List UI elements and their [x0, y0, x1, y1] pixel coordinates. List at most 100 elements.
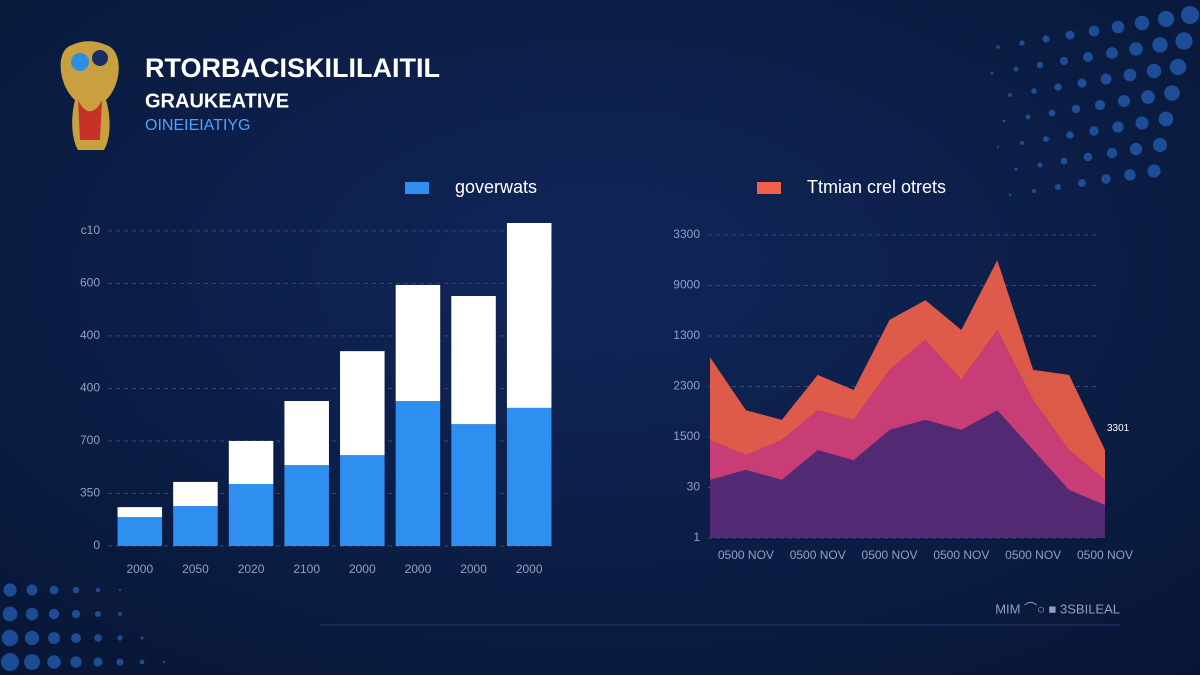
dot [1025, 114, 1031, 120]
dot [1112, 121, 1124, 133]
bar [506, 223, 552, 408]
bar [506, 407, 552, 546]
x-tick-label: 2100 [293, 562, 320, 576]
dot [1042, 35, 1050, 43]
x-tick-label: 0500 NOV [1077, 548, 1133, 562]
dot [1134, 15, 1150, 31]
bar [117, 507, 163, 518]
bar [395, 401, 441, 546]
y-tick-label: 1 [693, 530, 700, 544]
dot [1031, 88, 1037, 94]
dot [1089, 126, 1099, 136]
dot [1175, 32, 1193, 50]
dot [95, 611, 101, 617]
x-tick-label: 0500 NOV [1005, 548, 1061, 562]
bar [340, 351, 385, 456]
area [710, 329, 1105, 506]
footer: MIM ⌒○ ■ 3SBILEAL [995, 601, 1120, 616]
dot [1147, 164, 1161, 178]
y-tick-label: 30 [687, 480, 701, 494]
dot [72, 586, 80, 594]
dot [139, 659, 145, 665]
dot [94, 634, 102, 642]
y-tick-label: 350 [80, 486, 100, 500]
logo-shape [71, 53, 89, 71]
x-tick-label: 2020 [238, 562, 265, 576]
bar [284, 465, 329, 546]
dot [1, 629, 19, 647]
dot [48, 632, 60, 644]
dot [118, 588, 122, 592]
y-tick-label: 1500 [673, 429, 700, 443]
dot [47, 655, 61, 669]
dot [1055, 184, 1061, 190]
dot [1071, 104, 1081, 114]
dot [1153, 138, 1167, 152]
bar [228, 440, 274, 485]
dot [1181, 6, 1199, 24]
dot [1060, 157, 1068, 165]
dot [996, 145, 1000, 149]
dot [1083, 52, 1093, 62]
dot [26, 584, 38, 596]
dot [1106, 47, 1118, 59]
dot [118, 612, 122, 616]
bar [228, 484, 274, 546]
dot [1008, 93, 1012, 97]
dot [70, 656, 82, 668]
dot [1002, 119, 1006, 123]
dot [1146, 63, 1162, 79]
x-tick-label: 2000 [126, 562, 153, 576]
legend-label: goverwats [455, 177, 537, 197]
dot [1094, 99, 1106, 111]
dot [1152, 37, 1168, 53]
bar [340, 455, 385, 546]
dot [1048, 109, 1056, 117]
dot [24, 654, 40, 670]
dot [1124, 169, 1136, 181]
dot [71, 633, 81, 643]
dot [1037, 162, 1043, 168]
dot [996, 45, 1000, 49]
dot [1031, 188, 1037, 194]
bar [395, 284, 441, 402]
dot [1, 653, 19, 671]
dot [49, 585, 59, 595]
x-tick-label: 0500 NOV [933, 548, 989, 562]
y-tick-label: 400 [80, 328, 100, 342]
dot [1118, 95, 1130, 107]
bar [117, 517, 163, 546]
dot [1065, 30, 1075, 40]
dot [162, 660, 166, 664]
tagline: OINEIEIATIYG [145, 117, 251, 134]
y-tick-label: 700 [80, 433, 100, 447]
x-tick-label: 2000 [405, 562, 432, 576]
dot [1129, 142, 1143, 156]
legend-swatch [757, 182, 781, 194]
subtitle: GRAUKEATIVE [145, 90, 289, 112]
dot [1135, 116, 1149, 130]
dot [93, 657, 103, 667]
y-tick-label: 9000 [673, 278, 700, 292]
x-tick-label: 2000 [516, 562, 543, 576]
x-tick-label: 0500 NOV [862, 548, 918, 562]
title: RTORBACISKILILAITIL [145, 53, 440, 83]
bar [451, 296, 496, 425]
dot [1088, 25, 1100, 37]
dot [71, 609, 81, 619]
logo-shape [92, 50, 108, 66]
y-tick-label: 2300 [673, 379, 700, 393]
y-tick-label: 400 [80, 381, 100, 395]
dot [1054, 83, 1062, 91]
dot [1043, 136, 1049, 142]
dot [1164, 85, 1180, 101]
dot [48, 608, 60, 620]
dot [1141, 90, 1155, 104]
decor-dots [1, 6, 1199, 671]
logo [60, 41, 119, 150]
dot [117, 635, 123, 641]
legend-label: Ttmian crel otrets [807, 177, 946, 197]
y-tick-label: 600 [80, 276, 100, 290]
